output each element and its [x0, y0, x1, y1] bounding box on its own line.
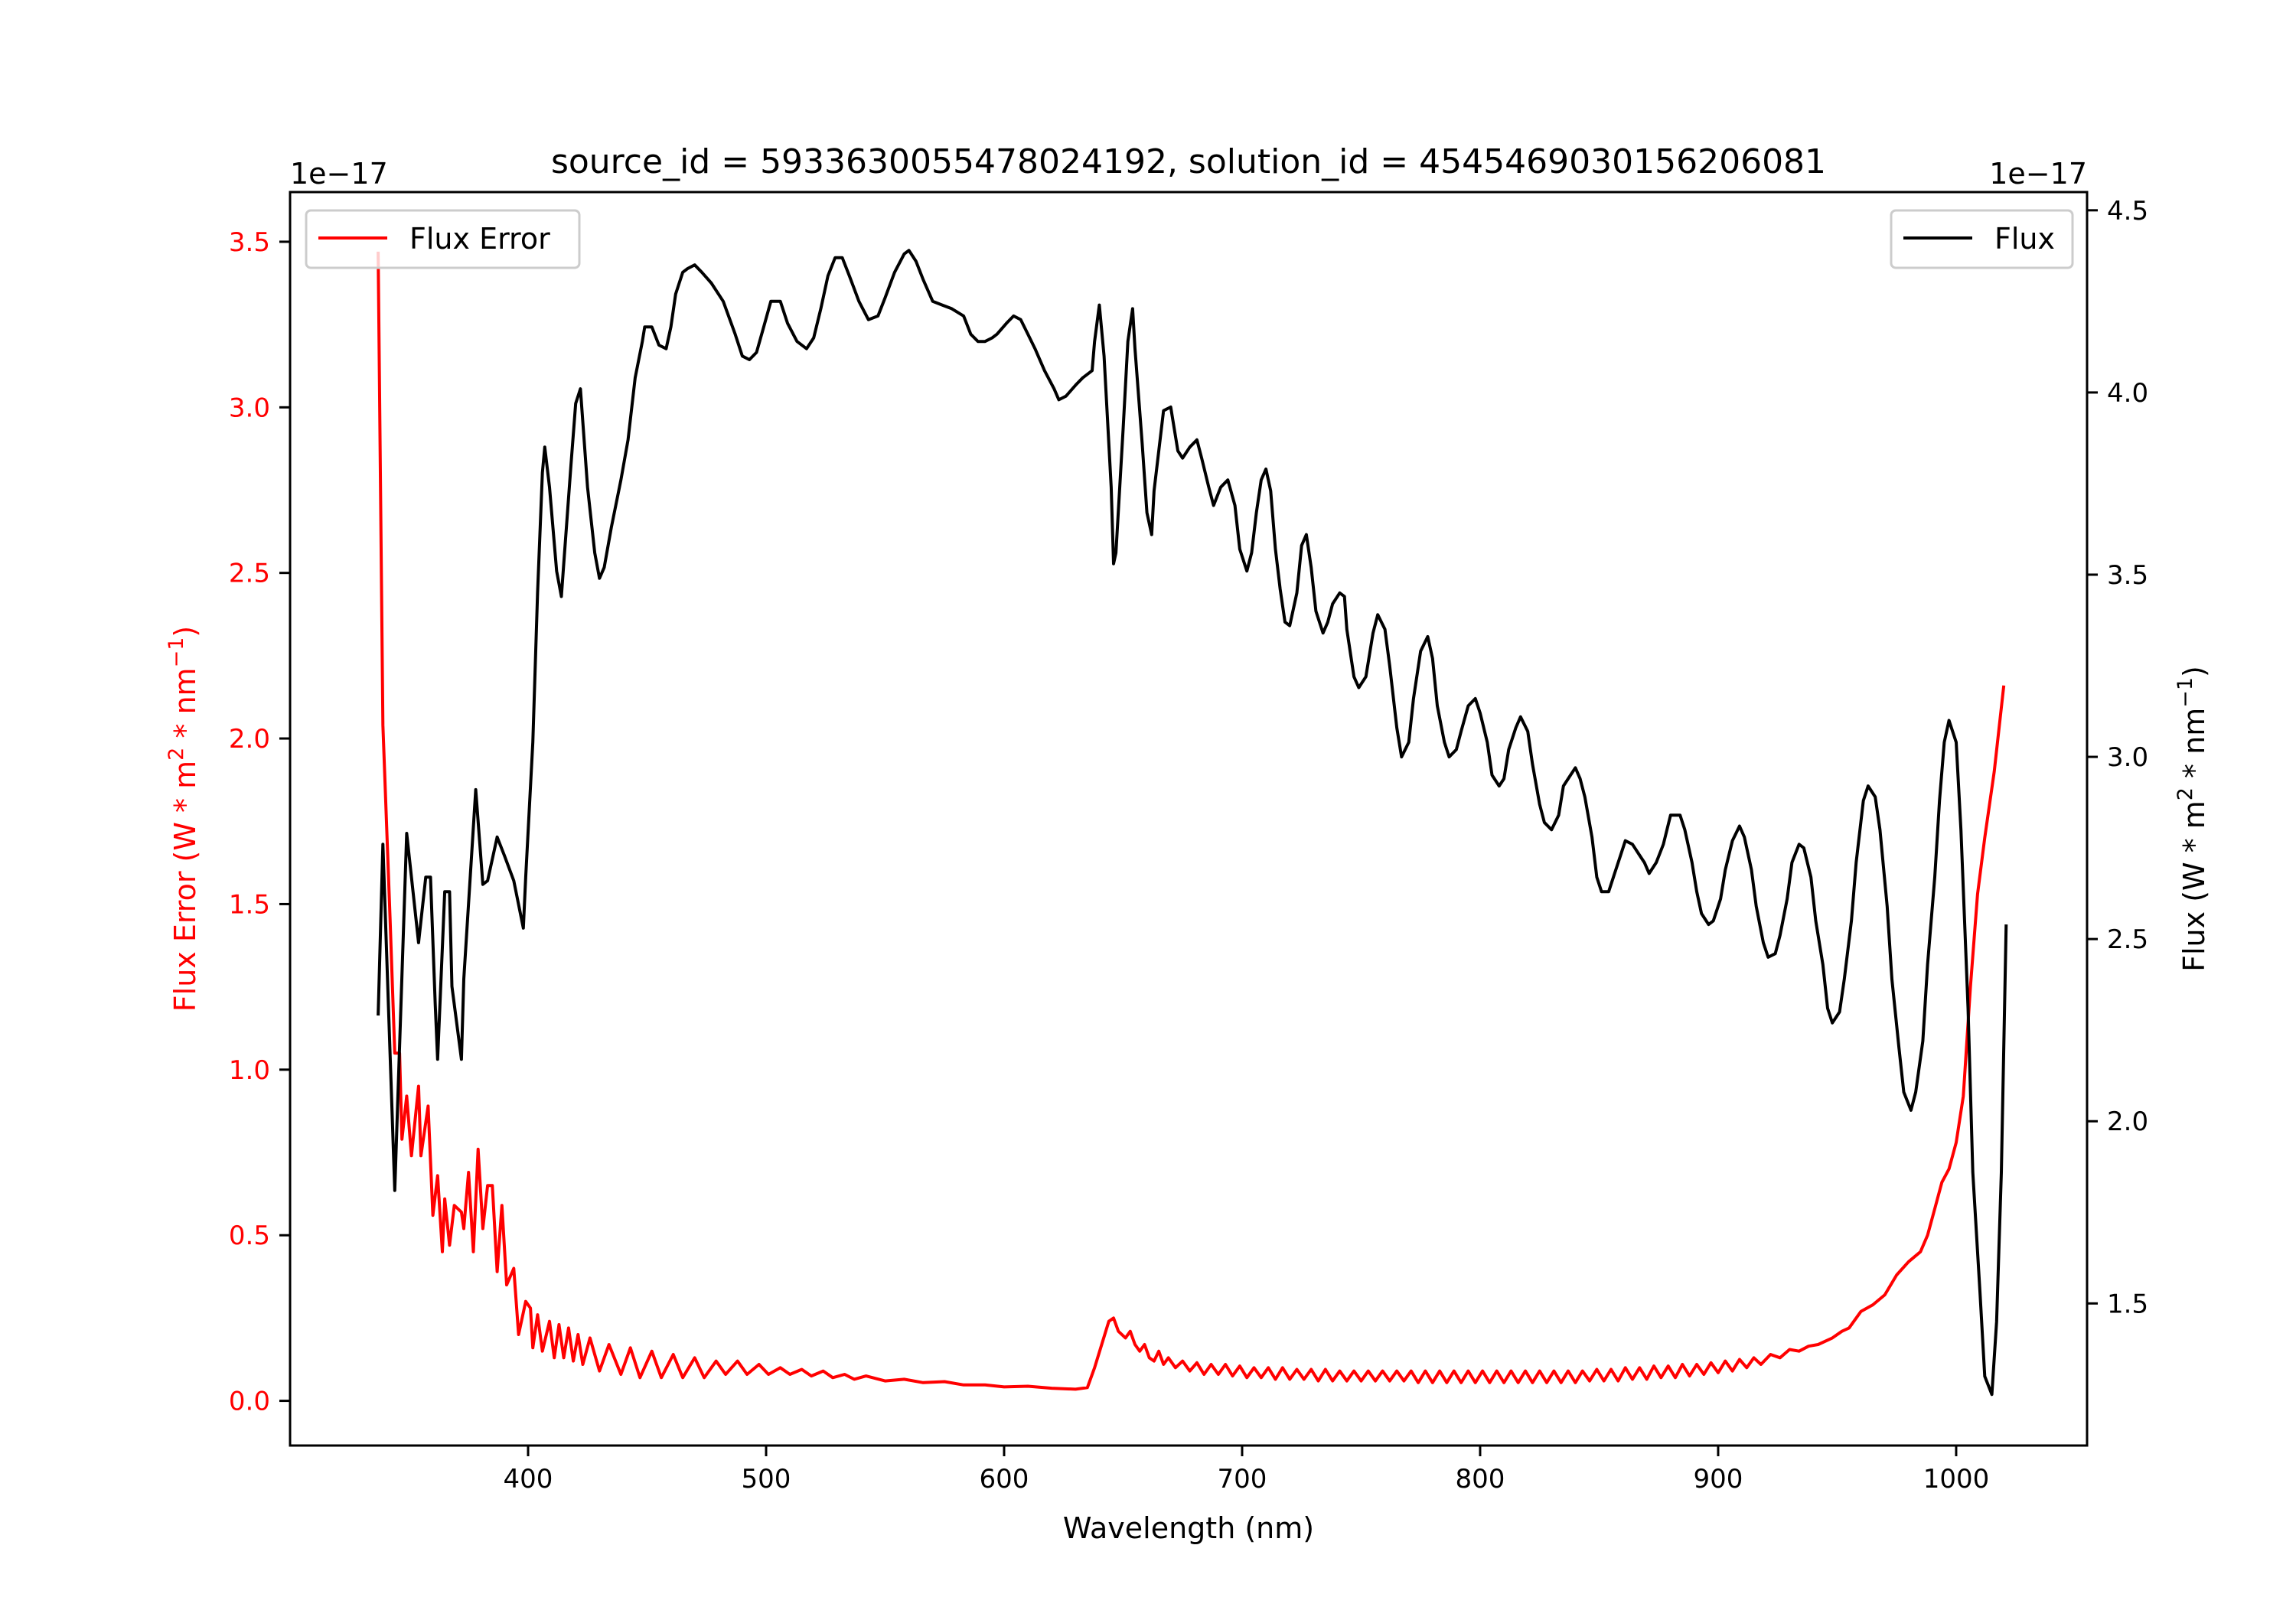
- x-tick-label: 700: [1218, 1464, 1267, 1495]
- x-tick-label: 600: [980, 1464, 1029, 1495]
- legend-flux: Flux: [1890, 209, 2074, 269]
- axes-frame: [289, 191, 2089, 1447]
- left-y-tick-label: 3.5: [229, 227, 270, 258]
- x-tick-label: 500: [742, 1464, 791, 1495]
- right-y-tick-label: 4.0: [2107, 378, 2148, 409]
- right-y-axis-label: Flux (W * m2 * nm−1): [2174, 666, 2211, 972]
- right-y-tick-label: 3.0: [2107, 742, 2148, 773]
- left-y-tick-label: 1.5: [229, 889, 270, 920]
- legend-flux-error-label: Flux Error: [409, 222, 550, 256]
- x-tick-label: 900: [1694, 1464, 1743, 1495]
- chart-title: source_id = 5933630055478024192, solutio…: [551, 142, 1826, 181]
- left-y-axis-label: Flux Error (W * m2 * nm−1): [165, 626, 202, 1012]
- left-y-tick-label: 0.0: [229, 1387, 270, 1417]
- right-y-tick-label: 2.5: [2107, 924, 2148, 955]
- left-y-tick-label: 3.0: [229, 393, 270, 423]
- left-y-tick-label: 0.5: [229, 1221, 270, 1251]
- left-y-tick-label: 2.0: [229, 724, 270, 755]
- right-y-tick-label: 2.0: [2107, 1107, 2148, 1137]
- left-offset-label: 1e−17: [290, 157, 388, 191]
- flux-line: [377, 249, 2008, 1397]
- legend-flux-label: Flux: [1994, 222, 2055, 256]
- right-offset-label: 1e−17: [1989, 157, 2087, 191]
- x-axis-label: Wavelength (nm): [1063, 1511, 1314, 1545]
- x-tick-label: 400: [504, 1464, 553, 1495]
- right-y-tick-label: 1.5: [2107, 1289, 2148, 1319]
- right-y-tick-label: 3.5: [2107, 560, 2148, 591]
- x-tick-label: 800: [1456, 1464, 1505, 1495]
- x-tick-label: 1000: [1923, 1464, 1990, 1495]
- flux-error-line: [377, 251, 2006, 1391]
- legend-flux-error: Flux Error: [305, 209, 581, 269]
- left-y-tick-label: 2.5: [229, 559, 270, 589]
- left-y-tick-label: 1.0: [229, 1055, 270, 1086]
- right-y-tick-label: 4.5: [2107, 196, 2148, 227]
